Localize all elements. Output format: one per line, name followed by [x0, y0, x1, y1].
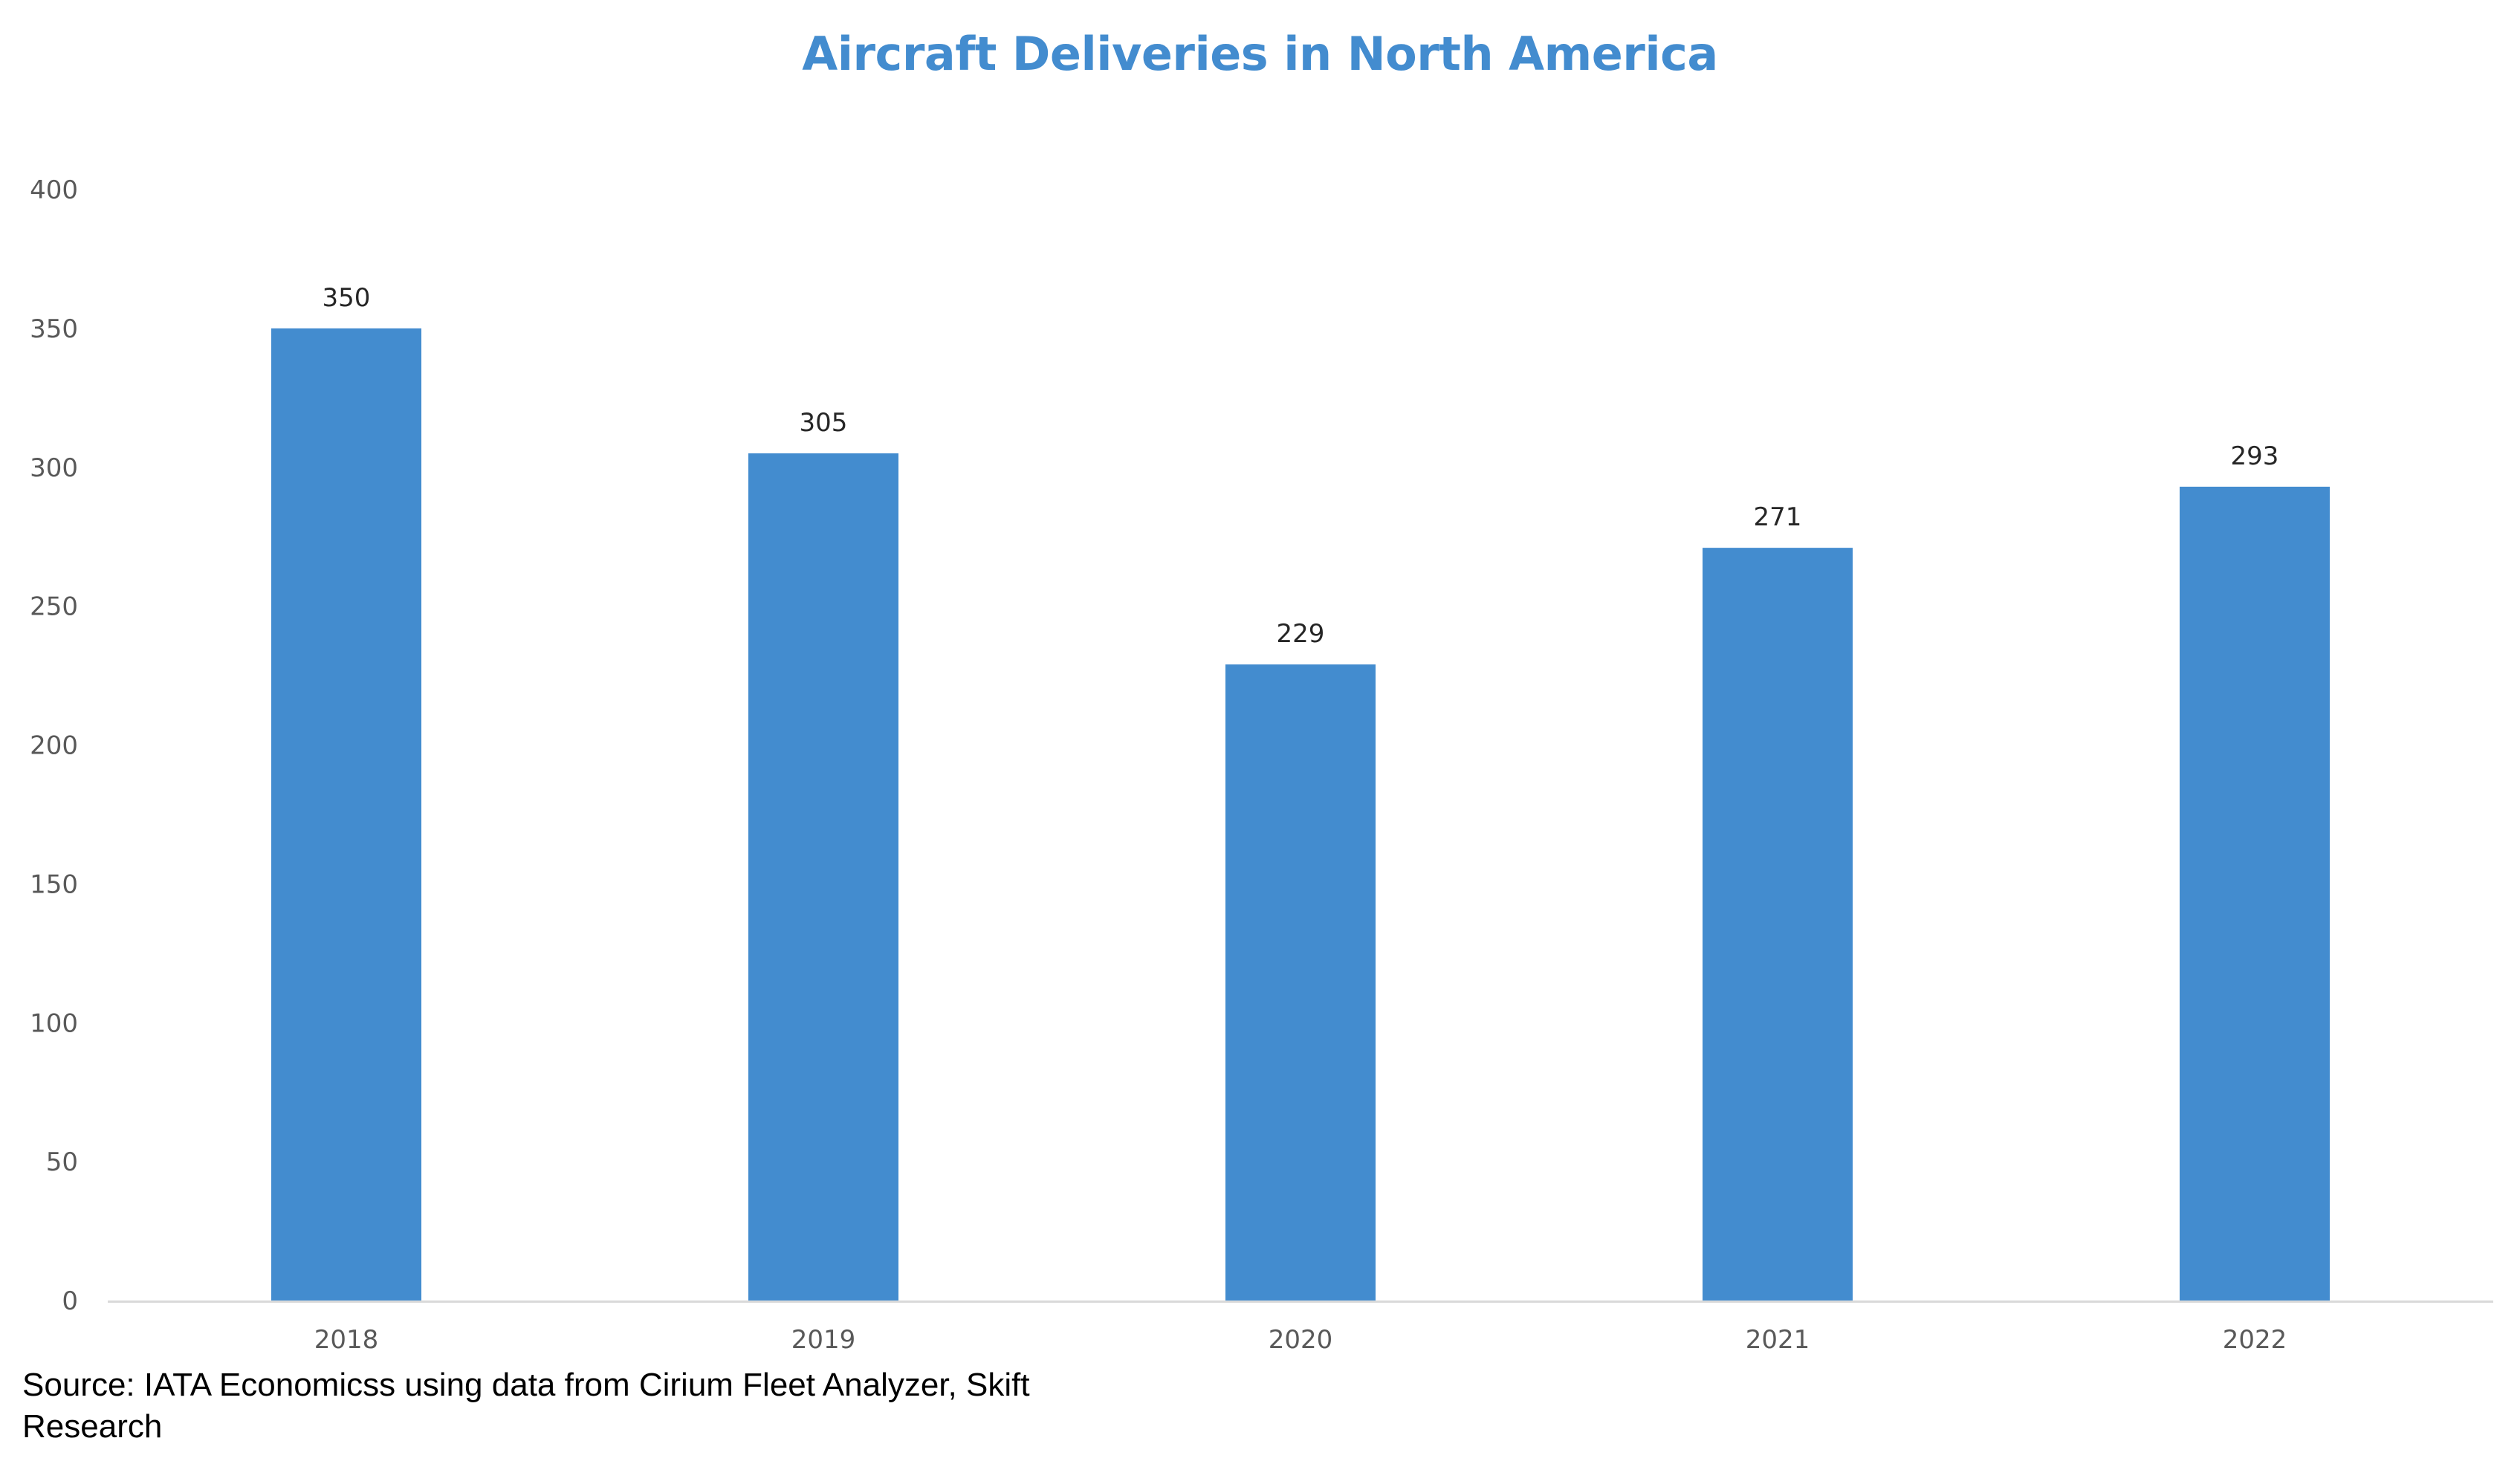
bar	[271, 328, 421, 1301]
bar	[748, 453, 898, 1301]
y-axis-tick-labels: 0 50 100 150 200 250 300 350 400	[30, 175, 78, 1316]
x-tick-label: 2022	[2223, 1325, 2287, 1355]
y-tick-label: 400	[30, 175, 78, 205]
x-tick-label: 2018	[314, 1325, 379, 1355]
x-tick-label: 2021	[1746, 1325, 1810, 1355]
bar	[1225, 664, 1376, 1301]
data-label: 350	[323, 283, 371, 313]
bars	[271, 328, 2330, 1301]
data-label: 229	[1277, 619, 1325, 649]
y-tick-label: 100	[30, 1008, 78, 1038]
bar	[1703, 548, 1853, 1301]
data-labels: 350 305 229 271 293	[323, 283, 2279, 649]
x-axis-tick-labels: 2018 2019 2020 2021 2022	[314, 1325, 2287, 1355]
y-tick-label: 50	[46, 1147, 78, 1177]
data-label: 305	[800, 408, 848, 438]
y-tick-label: 150	[30, 869, 78, 899]
source-note: Source: IATA Economicss using data from …	[22, 1367, 1030, 1445]
chart-title: Aircraft Deliveries in North America	[802, 27, 1718, 81]
x-tick-label: 2019	[791, 1325, 856, 1355]
y-tick-label: 0	[62, 1286, 78, 1316]
data-label: 293	[2231, 441, 2279, 471]
data-label: 271	[1754, 502, 1802, 532]
y-tick-label: 250	[30, 592, 78, 622]
y-tick-label: 300	[30, 453, 78, 483]
bar	[2180, 486, 2330, 1301]
x-tick-label: 2020	[1269, 1325, 1333, 1355]
y-tick-label: 350	[30, 314, 78, 344]
y-tick-label: 200	[30, 731, 78, 761]
